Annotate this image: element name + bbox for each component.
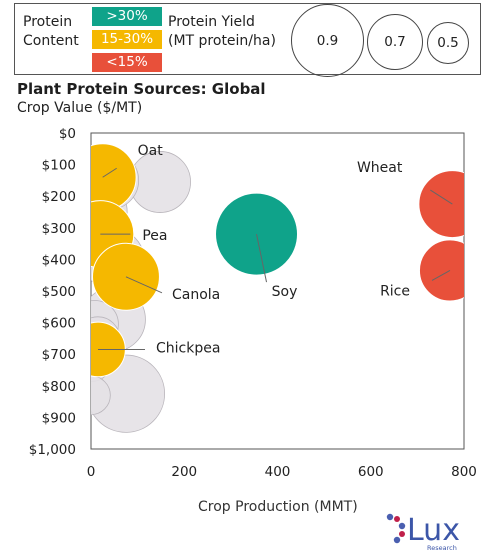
y-tick-label: $800 [42, 379, 76, 395]
legend-swatch-high-label: >30% [106, 8, 148, 24]
leader-line-canola [125, 276, 163, 294]
legend-swatch-low: <15% [92, 53, 162, 72]
legend-swatch-low-label: <15% [106, 54, 148, 70]
y-tick-label: $900 [42, 410, 76, 426]
data-label-oat: Oat [138, 143, 164, 159]
data-label-rice: Rice [380, 283, 410, 299]
chart-axes: $0 $100 $200 $300 $400 $500 $600 $700 $800 $900 $1… [29, 126, 477, 480]
legend-swatch-mid-label: 15-30% [100, 31, 154, 47]
data-label-pea: Pea [142, 228, 167, 244]
y-tick-label: $300 [42, 221, 76, 237]
x-tick-label: 600 [358, 464, 384, 480]
x-tick-label: 0 [87, 464, 96, 480]
logo-dot-4 [399, 531, 405, 537]
x-tick-label: 400 [265, 464, 291, 480]
x-tick-label: 800 [451, 464, 477, 480]
bubble-canola [91, 242, 160, 311]
chart-title: Plant Protein Sources: Global [17, 80, 266, 98]
legend-size-circle-medium: 0.7 [367, 14, 423, 70]
chart-data-labels: Soy Oat Pea Canola Chickpea Wheat Rice [97, 143, 453, 356]
legend-swatch-mid: 15-30% [92, 30, 162, 49]
y-tick-label: $700 [42, 347, 76, 363]
bubble-wheat [418, 170, 464, 239]
legend-box: Protein Content >30% 15-30% <15% Protein… [14, 3, 481, 77]
x-tick-label: 200 [171, 464, 197, 480]
legend-size-circle-small: 0.5 [427, 22, 469, 64]
y-tick-label: $200 [42, 189, 76, 205]
lux-research-logo: Lux Research [386, 513, 460, 552]
logo-dot-2 [394, 516, 400, 522]
legend-size-small-label: 0.5 [437, 35, 459, 51]
data-label-chickpea: Chickpea [156, 340, 220, 356]
y-axis-label: Crop Value ($/MT) [17, 100, 143, 116]
data-label-canola: Canola [172, 287, 220, 303]
logo-dot-1 [386, 513, 394, 521]
legend-size-medium-label: 0.7 [384, 34, 406, 50]
logo-dot-3 [398, 522, 406, 530]
y-tick-label: $400 [42, 252, 76, 268]
legend-swatch-high: >30% [92, 7, 162, 26]
logo-wordmark: Lux [407, 513, 460, 548]
y-tick-label: $600 [42, 316, 76, 332]
legend-size-large-label: 0.9 [316, 32, 339, 49]
bubble-other [91, 375, 111, 416]
y-tick-label: $500 [42, 284, 76, 300]
legend-content-label-2: Content [23, 33, 79, 49]
legend-yield-label-2: (MT protein/ha) [168, 33, 276, 49]
leader-line-wheat [430, 189, 453, 205]
data-label-soy: Soy [272, 284, 298, 300]
bubble-rice [418, 239, 464, 302]
leader-line-soy [256, 234, 268, 283]
legend-size-circle-large: 0.9 [291, 4, 364, 77]
logo-dot-5 [393, 536, 401, 544]
legend-yield-label-1: Protein Yield [168, 14, 255, 30]
y-tick-label: $0 [59, 126, 76, 142]
leader-line-rice [431, 270, 451, 281]
legend-content-label-1: Protein [23, 14, 73, 30]
y-tick-label: $100 [42, 158, 76, 174]
data-label-wheat: Wheat [357, 160, 403, 176]
x-axis-label: Crop Production (MMT) [198, 499, 358, 515]
y-tick-label: $1,000 [29, 442, 76, 458]
chart-bubbles [91, 143, 464, 433]
logo-subtext: Research [427, 544, 457, 552]
leader-line-oat [102, 167, 117, 178]
